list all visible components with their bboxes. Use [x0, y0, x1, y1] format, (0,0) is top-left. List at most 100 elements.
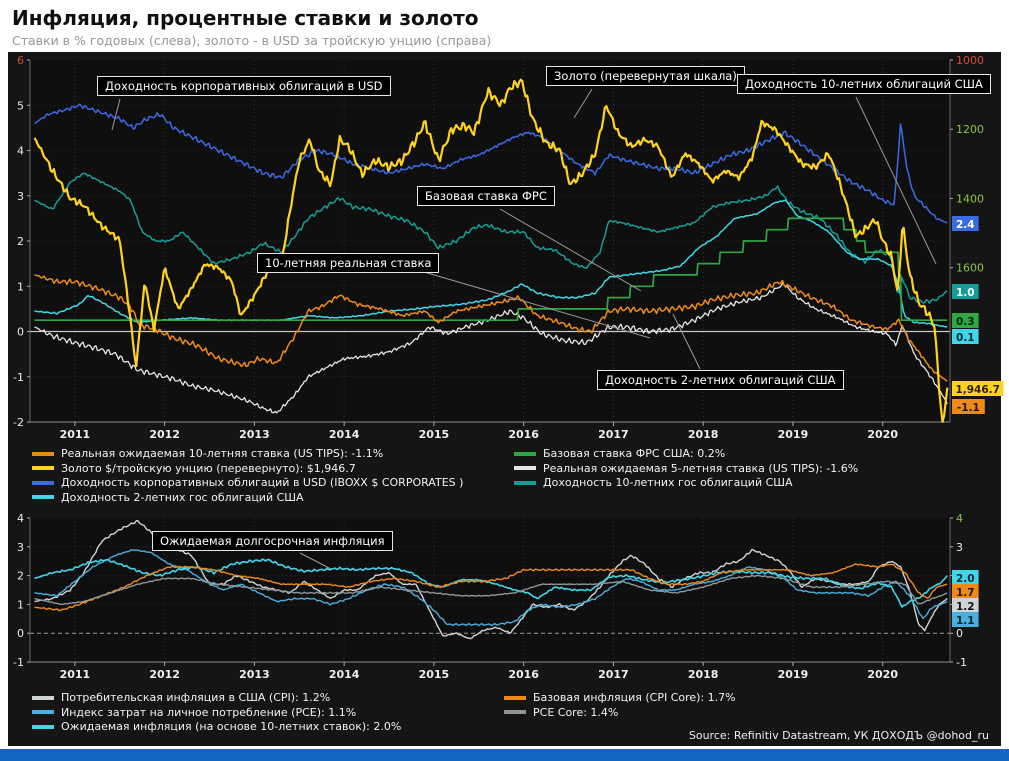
y-tick-label-left: 3 — [17, 541, 24, 554]
end-badge-breakeven — [952, 570, 979, 585]
x-tick-label: 2018 — [688, 668, 719, 681]
callout-label: Доходность корпоративных облигаций в USD — [97, 76, 391, 96]
callout-label: Доходность 10-летних облигаций США — [737, 74, 991, 94]
end-badge-cpicore-value: 1.7 — [956, 587, 975, 599]
y-tick-label-right: 0 — [956, 627, 963, 640]
legend-item-breakeven: Ожидаемая инфляция (на основе 10-летних … — [32, 720, 401, 733]
legend-swatch-fed — [514, 451, 536, 456]
legend-item-tips5: Реальная ожидаемая 5-летняя ставка (US T… — [514, 462, 858, 475]
legend-label-tips5: Реальная ожидаемая 5-летняя ставка (US T… — [543, 461, 859, 475]
x-tick-label: 2012 — [149, 428, 180, 441]
end-badge-t2-value: 0.1 — [956, 332, 975, 344]
callout-leader-line — [573, 88, 593, 119]
y-tick-label-left: -1 — [13, 371, 24, 384]
callout-label: Базовая ставка ФРС — [417, 186, 555, 206]
y-tick-label-left: -2 — [13, 416, 24, 429]
y-tick-label-left: 0 — [17, 627, 24, 640]
y-tick-label-left: 4 — [17, 145, 24, 158]
x-tick-label: 2019 — [778, 668, 809, 681]
legend-swatch-t10 — [514, 480, 536, 485]
legend-label-pcecore: PCE Core: 1.4% — [533, 705, 619, 719]
series-cpi-line — [34, 520, 948, 640]
end-badge-t10-value: 1.0 — [956, 287, 975, 299]
x-tick-label: 2019 — [778, 428, 809, 441]
end-badge-pce-value: 1.1 — [956, 615, 975, 627]
end-badge-corp-value: 2.4 — [956, 219, 975, 231]
legend-item-cpicore: Базовая инфляция (CPI Core): 1.7% — [504, 691, 736, 704]
bottom-chart-legend: Потребительская инфляция в США (CPI): 1.… — [32, 691, 997, 737]
end-badge-tips10-value: -1.1 — [957, 402, 980, 414]
bottom-accent-strip — [0, 749, 1009, 761]
y-tick-label-left: 3 — [17, 190, 24, 203]
series-pcecore-line — [34, 574, 948, 606]
legend-swatch-cpicore — [504, 695, 526, 700]
y-tick-label-left: 2 — [17, 235, 24, 248]
y-tick-label-left: 6 — [17, 54, 24, 67]
end-badge-cpicore — [952, 584, 979, 599]
end-badge-cpi — [952, 598, 979, 613]
legend-label-tips10: Реальная ожидаемая 10-летняя ставка (US … — [61, 447, 384, 460]
legend-swatch-tips10 — [32, 451, 54, 456]
top-chart-legend: Реальная ожидаемая 10-летняя ставка (US … — [32, 447, 997, 509]
callout-leader-line — [499, 208, 642, 292]
legend-swatch-breakeven — [32, 724, 54, 729]
legend-swatch-gold — [32, 466, 54, 470]
y-tick-label-left: 2 — [17, 570, 24, 583]
x-tick-label: 2012 — [149, 668, 180, 681]
y-tick-label-right: -1 — [956, 656, 967, 669]
series-breakeven-line — [34, 558, 948, 608]
x-tick-label: 2018 — [688, 428, 719, 441]
y-tick-label-left: -1 — [13, 656, 24, 669]
page-subtitle: Ставки в % годовых (слева), золото - в U… — [12, 33, 492, 48]
legend-swatch-tips5 — [514, 466, 536, 470]
callout-label: Ожидаемая долгосрочная инфляция — [152, 531, 393, 551]
end-badge-gold — [952, 381, 1004, 396]
legend-swatch-pce — [32, 710, 54, 714]
legend-swatch-corp — [32, 480, 54, 485]
legend-label-cpi: Потребительская инфляция в США (CPI): 1.… — [61, 691, 331, 704]
legend-label-pce: Индекс затрат на личное потребление (PCE… — [61, 705, 357, 719]
end-badge-fed — [952, 313, 979, 328]
series-gold-line — [33, 78, 949, 423]
end-badge-breakeven-value: 2.0 — [956, 573, 975, 585]
y-tick-label-right: 3 — [956, 541, 963, 554]
legend-item-fed: Базовая ставка ФРС США: 0.2% — [514, 447, 725, 460]
callout-leader-line — [399, 264, 651, 339]
callout-leader-line — [111, 98, 121, 131]
legend-item-pcecore: PCE Core: 1.4% — [504, 706, 618, 719]
series-tips10-line — [34, 274, 948, 382]
legend-label-gold: Золото $/тройскую унцию (перевернуто): $… — [61, 461, 356, 475]
end-badge-t10 — [952, 284, 979, 299]
legend-label-fed: Базовая ставка ФРС США: 0.2% — [543, 447, 726, 460]
series-t10-line — [34, 172, 948, 304]
callout-leader-line — [672, 313, 701, 370]
x-tick-label: 2015 — [419, 428, 450, 441]
legend-swatch-t2 — [32, 495, 54, 499]
legend-label-corp: Доходность корпоративных облигаций в USD… — [61, 476, 464, 489]
series-tips5-line — [34, 282, 948, 414]
end-badge-tips10 — [952, 399, 985, 414]
callout-label: Золото (перевернутая шкала) — [546, 66, 745, 86]
x-tick-label: 2014 — [329, 428, 360, 441]
x-tick-label: 2015 — [419, 668, 450, 681]
legend-label-t10: Доходность 10-летних гос облигаций США — [543, 476, 793, 489]
x-tick-label: 2011 — [60, 668, 91, 681]
x-tick-label: 2020 — [867, 668, 898, 681]
callout-leader-line — [299, 552, 332, 570]
series-cpicore-line — [34, 563, 948, 612]
legend-label-t2: Доходность 2-летних гос облигаций США — [61, 490, 304, 504]
legend-item-pce: Индекс затрат на личное потребление (PCE… — [32, 706, 356, 719]
x-tick-label: 2017 — [598, 428, 629, 441]
x-tick-label: 2017 — [598, 668, 629, 681]
end-badge-pce — [952, 612, 979, 627]
gold-tick-label: 1400 — [956, 192, 984, 205]
legend-swatch-cpi — [32, 695, 54, 700]
legend-label-breakeven: Ожидаемая инфляция (на основе 10-летних … — [61, 720, 402, 733]
source-credit: Source: Refinitiv Datastream, УК ДОХОДЪ … — [688, 729, 989, 742]
legend-item-corp: Доходность корпоративных облигаций в USD… — [32, 476, 463, 489]
x-tick-label: 2020 — [867, 428, 898, 441]
x-tick-label: 2016 — [508, 428, 539, 441]
y-tick-label-left: 5 — [17, 99, 24, 112]
gold-tick-label: 1000 — [956, 54, 984, 67]
